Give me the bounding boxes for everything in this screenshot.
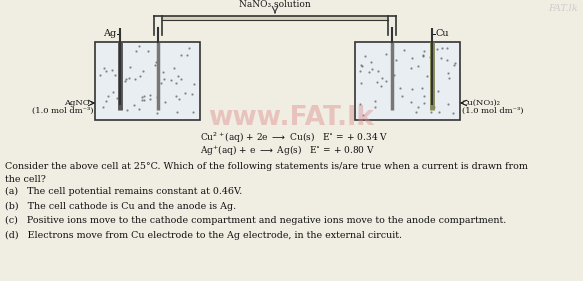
Text: Consider the above cell at 25°C. Which of the following statements is/are true w: Consider the above cell at 25°C. Which o…	[5, 162, 528, 184]
Text: NaNO₃ solution: NaNO₃ solution	[239, 0, 311, 9]
Bar	[355, 42, 460, 120]
Text: (b)   The cell cathode is Cu and the anode is Ag.: (b) The cell cathode is Cu and the anode…	[5, 202, 236, 211]
Text: Cu(NO₃)₂: Cu(NO₃)₂	[462, 99, 501, 107]
Text: Ag: Ag	[103, 30, 116, 38]
Text: FAT.lk: FAT.lk	[549, 4, 578, 13]
Text: (1.0 mol dm⁻³): (1.0 mol dm⁻³)	[31, 107, 93, 115]
Text: (a)   The cell potential remains constant at 0.46V.: (a) The cell potential remains constant …	[5, 187, 243, 196]
Bar	[95, 42, 200, 120]
Text: (d)   Electrons move from Cu electrode to the Ag electrode, in the external circ: (d) Electrons move from Cu electrode to …	[5, 231, 402, 240]
Bar	[162, 16, 388, 20]
Text: (c)   Positive ions move to the cathode compartment and negative ions move to th: (c) Positive ions move to the cathode co…	[5, 216, 506, 225]
Text: AgNO₃: AgNO₃	[64, 99, 93, 107]
Text: (1.0 mol dm⁻³): (1.0 mol dm⁻³)	[462, 107, 524, 115]
Text: Cu: Cu	[436, 30, 449, 38]
Text: www.FAT.lk: www.FAT.lk	[208, 105, 374, 131]
Text: Cu$^{2+}$(aq) + 2e $\longrightarrow$ Cu(s)   E$^{\circ}$ = + 0.34 V: Cu$^{2+}$(aq) + 2e $\longrightarrow$ Cu(…	[200, 131, 388, 145]
Text: Ag$^{+}$(aq) + e $\longrightarrow$ Ag(s)   E$^{\circ}$ = + 0.80 V: Ag$^{+}$(aq) + e $\longrightarrow$ Ag(s)…	[200, 143, 375, 157]
